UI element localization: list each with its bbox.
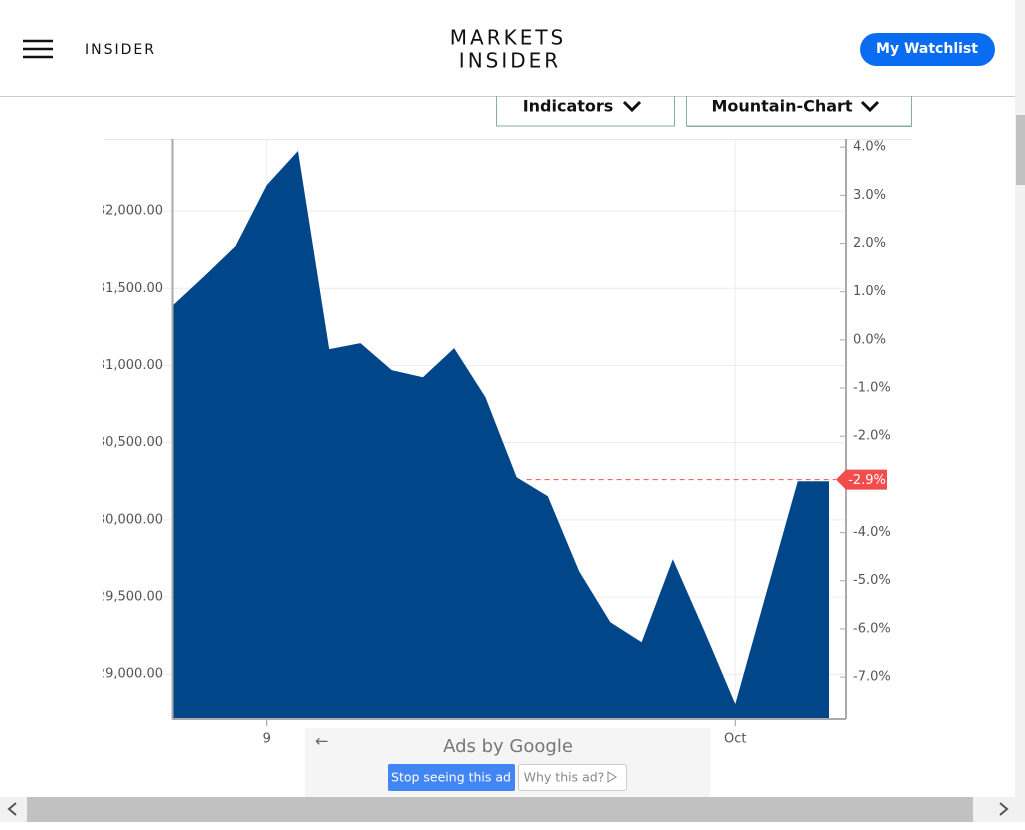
header <box>0 0 1015 96</box>
logo[interactable]: INSIDER <box>459 49 561 73</box>
y-tick-label: 31,500.00 <box>97 281 163 296</box>
ad-label: Ads by Google <box>443 736 573 757</box>
section-name[interactable]: INSIDER <box>85 42 156 58</box>
header-cover <box>0 88 1015 96</box>
chart: 29,000.00 29,500.00 30,000.00 30,500.00 31,0… <box>97 139 912 747</box>
y2-tick-label: -4.0% <box>853 525 891 540</box>
y2-tick-label: -7.0% <box>853 670 891 685</box>
y-tick-label: 29,000.00 <box>97 667 163 682</box>
x-tick-label: Oct <box>724 732 746 747</box>
indicators-label[interactable]: Indicators <box>523 97 614 116</box>
y-tick-label: 31,000.00 <box>97 358 163 373</box>
y2-tick-label: 4.0% <box>853 140 886 155</box>
area <box>173 151 829 720</box>
scroll-left[interactable] <box>7 802 17 816</box>
why-ad-icon <box>607 771 617 783</box>
vertical-scrollbar[interactable] <box>1015 0 1025 797</box>
stop-ad-button[interactable] <box>388 764 515 791</box>
y2-tick-label: 0.0% <box>853 332 886 347</box>
y2-tick-label: -5.0% <box>853 573 891 588</box>
y2-tick-label: 2.0% <box>853 236 886 251</box>
why-ad-button[interactable] <box>518 764 627 791</box>
logo[interactable]: MARKETS <box>450 26 567 50</box>
y2-tick-label: 3.0% <box>853 188 886 203</box>
chevron <box>622 100 642 113</box>
y-tick-label: 30,000.00 <box>97 512 163 527</box>
chevron <box>860 100 880 113</box>
y-tick-label: 32,000.00 <box>97 204 163 219</box>
stop-ad-label[interactable]: Stop seeing this ad <box>391 770 511 785</box>
x-tick-label: 9 <box>263 732 271 747</box>
y-tick-label: 29,500.00 <box>97 590 163 605</box>
y2-tick-label: -1.0% <box>853 381 891 396</box>
watchlist-label[interactable]: My Watchlist <box>876 41 978 57</box>
ad-back-arrow[interactable]: ← <box>315 732 328 751</box>
last-change-tag <box>836 469 887 490</box>
menu-icon[interactable] <box>23 39 53 59</box>
scroll-thumb[interactable] <box>27 797 973 822</box>
chart-style-label[interactable]: Mountain-Chart <box>711 97 852 116</box>
y2-tick-label: -2.0% <box>853 429 891 444</box>
y2-tick-label: 1.0% <box>853 284 886 299</box>
y-tick-label: 30,500.00 <box>97 435 163 450</box>
y2-tick-label: -6.0% <box>853 621 891 636</box>
why-ad-label[interactable]: Why this ad? <box>524 770 605 785</box>
watchlist-button[interactable] <box>860 33 995 66</box>
scroll-right[interactable] <box>999 802 1009 816</box>
last-change-label: -2.9% <box>848 473 886 488</box>
scroll-thumb[interactable] <box>1016 115 1025 185</box>
